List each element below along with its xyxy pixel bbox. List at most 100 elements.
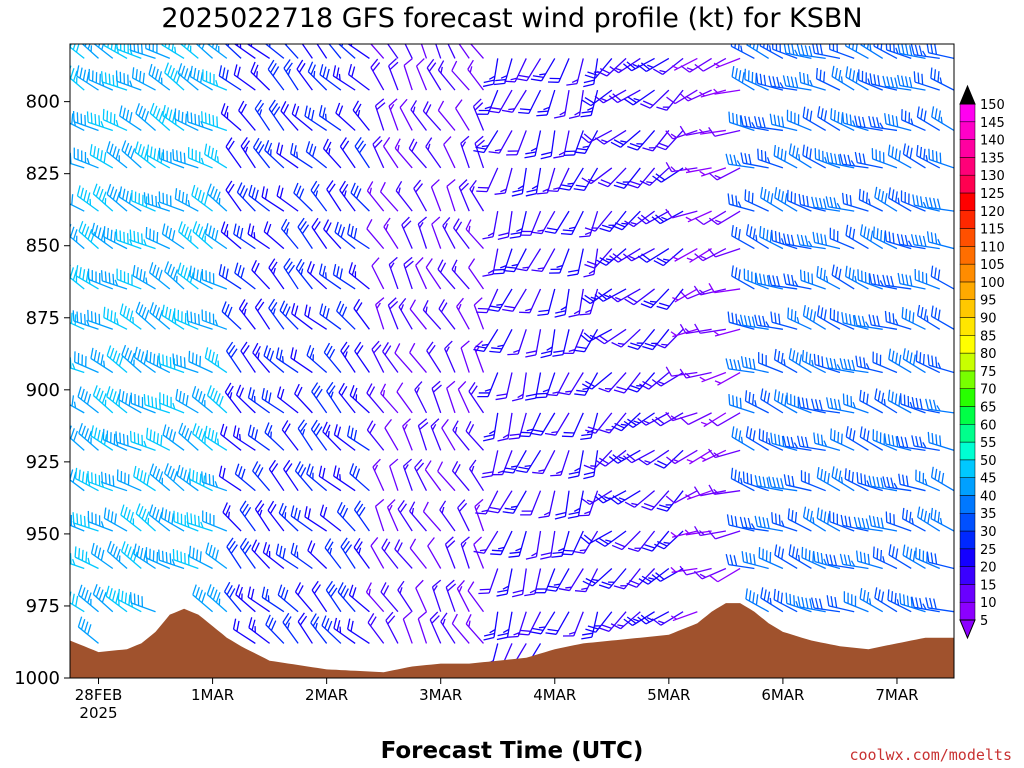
wind-barb [78, 220, 99, 250]
wind-barb [375, 297, 385, 330]
wind-barb [129, 44, 156, 60]
wind-barb [145, 547, 171, 570]
wind-barb [252, 461, 271, 492]
x-tick-label: 6MAR [761, 686, 804, 704]
wind-barb [201, 111, 228, 132]
wind-barb [839, 153, 869, 169]
wind-barb [825, 196, 855, 212]
wind-barb [283, 258, 299, 290]
wind-barb [347, 618, 370, 644]
wind-barb [70, 312, 85, 330]
wind-barb [201, 269, 228, 290]
wind-barb [884, 230, 912, 250]
wind-barb [465, 614, 484, 644]
wind-barb [218, 465, 242, 492]
wind-barb [252, 342, 271, 373]
wind-barb [686, 248, 712, 263]
wind-barb [771, 229, 798, 250]
wind-barb [220, 221, 242, 250]
wind-barb [740, 152, 769, 169]
wind-barb [430, 418, 442, 451]
wind-barb [581, 611, 599, 640]
wind-barb [294, 582, 313, 613]
wind-barb [502, 450, 527, 474]
wind-barb [728, 394, 755, 414]
wind-barb [402, 458, 413, 491]
colorbar-label: 115 [980, 223, 1005, 238]
wind-barb [550, 450, 570, 477]
wind-barb [651, 567, 684, 582]
wind-barb [415, 579, 428, 612]
wind-barb [567, 490, 584, 519]
wind-barb [930, 265, 954, 290]
colorbar-segment [959, 495, 976, 514]
wind-barb [347, 223, 370, 250]
wind-barb [925, 597, 954, 613]
wind-barb [773, 389, 798, 414]
wind-barb [422, 101, 442, 131]
wind-barb [477, 372, 499, 398]
wind-barb [910, 234, 940, 250]
wind-barb [638, 449, 670, 466]
wind-barb [613, 167, 641, 189]
wind-barb [225, 180, 242, 212]
wind-barb [74, 546, 99, 570]
wind-barb [388, 256, 399, 290]
wind-barb [441, 419, 456, 451]
wind-barb [482, 248, 499, 277]
wind-barb [930, 305, 954, 330]
wind-barb [787, 307, 812, 330]
wind-barb [78, 422, 99, 451]
wind-barb [475, 490, 499, 515]
y-tick-label: 825 [26, 164, 60, 185]
wind-barb [845, 66, 869, 91]
wind-barb [186, 512, 213, 532]
wind-barb [502, 490, 527, 514]
wind-barb [117, 588, 142, 613]
wind-barb [584, 248, 613, 269]
wind-barb [887, 389, 912, 414]
wind-barb [884, 310, 912, 330]
wind-barb [347, 63, 370, 91]
wind-barb [70, 264, 85, 290]
wind-barb [473, 536, 485, 569]
wind-barb [160, 507, 185, 532]
colorbar-label: 95 [980, 294, 997, 309]
wind-barb [595, 328, 627, 345]
wind-barb [132, 265, 156, 290]
wind-barb [911, 596, 940, 613]
wind-barb [508, 530, 527, 558]
wind-barb [595, 449, 627, 467]
wind-barb [179, 44, 199, 59]
wind-barb [840, 514, 869, 532]
wind-barb [236, 182, 256, 212]
wind-barb [581, 89, 613, 107]
wind-barb [609, 248, 641, 263]
wind-barb [552, 329, 570, 357]
wind-barb [70, 89, 71, 91]
wind-barb [597, 167, 627, 188]
wind-barb [859, 426, 884, 451]
colorbar-segment [959, 335, 976, 354]
colorbar-segment [959, 601, 976, 621]
wind-barb [192, 584, 214, 613]
wind-barb [547, 167, 570, 193]
wind-barb [352, 100, 370, 131]
wind-barb [511, 372, 527, 402]
wind-barb [379, 181, 399, 212]
wind-barb [540, 530, 556, 560]
wind-barb [323, 219, 342, 250]
wind-barb [254, 298, 271, 330]
wind-barb [290, 542, 313, 570]
wind-barb [693, 285, 727, 296]
wind-barb [120, 504, 142, 532]
wind-barb [388, 58, 399, 91]
wind-barb [826, 151, 855, 169]
wind-barb [815, 67, 841, 91]
wind-barb [340, 341, 356, 373]
wind-barb [680, 57, 712, 73]
wind-barb [103, 44, 128, 59]
wind-barb [174, 108, 199, 132]
wind-barb [623, 449, 655, 464]
wind-barb [396, 382, 413, 414]
